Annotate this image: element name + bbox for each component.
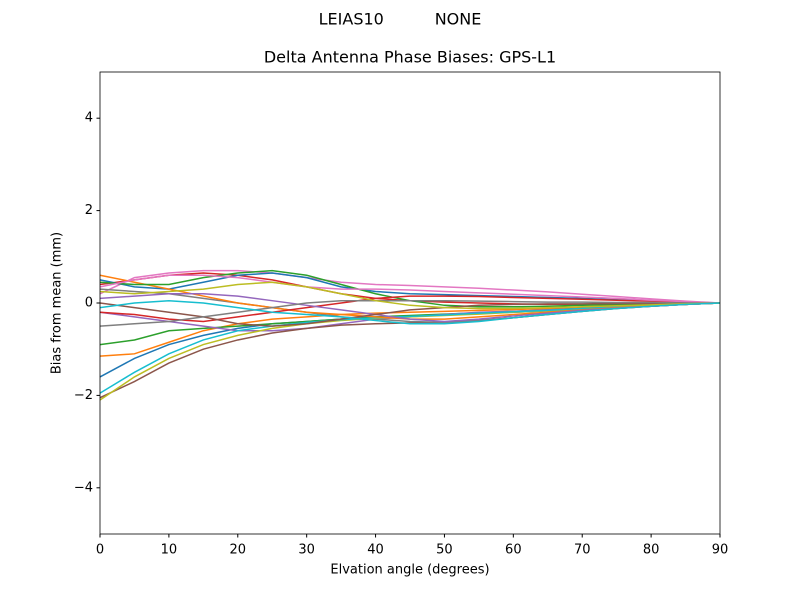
series-line [99, 299, 721, 325]
y-tick-label: 2 [85, 203, 93, 218]
x-tick-label: 40 [367, 543, 384, 558]
y-tick-label: −2 [74, 388, 93, 403]
series-line [99, 295, 721, 323]
y-tick-label: −4 [74, 480, 93, 495]
x-tick-label: 70 [574, 543, 591, 558]
x-axis-label: Elvation angle (degrees) [330, 563, 489, 578]
x-tick-label: 10 [161, 543, 178, 558]
y-tick-label: 0 [85, 296, 93, 311]
y-axis-label: Bias from mean (mm) [50, 232, 65, 374]
x-tick-label: 50 [436, 543, 453, 558]
x-tick-label: 90 [712, 543, 729, 558]
series-line [99, 281, 721, 310]
x-tick-label: 60 [505, 543, 522, 558]
series-line [99, 299, 720, 327]
x-tick-label: 0 [96, 543, 104, 558]
x-tick-label: 20 [230, 543, 247, 558]
x-tick-label: 80 [643, 543, 660, 558]
series-line [99, 274, 721, 304]
plot-frame [99, 71, 721, 535]
series-line [99, 269, 721, 304]
suptitle: LEIAS10 NONE [319, 10, 482, 29]
y-tick-label: 4 [85, 111, 93, 126]
chart-title: Delta Antenna Phase Biases: GPS-L1 [264, 48, 556, 67]
x-tick-label: 30 [298, 543, 315, 558]
